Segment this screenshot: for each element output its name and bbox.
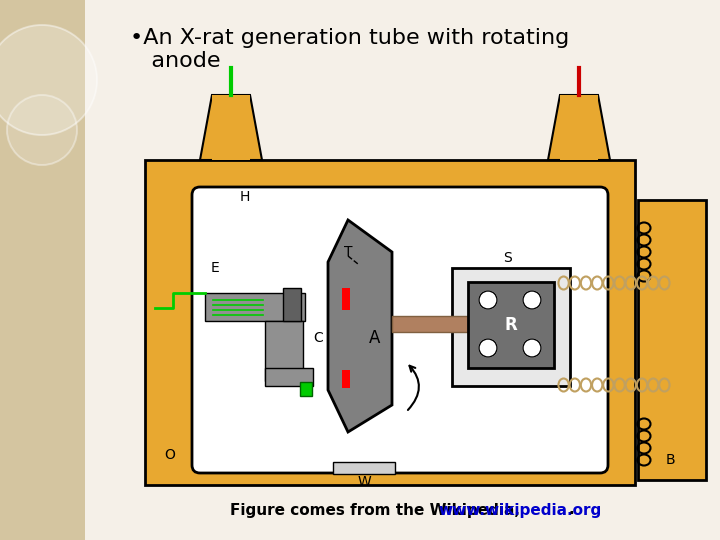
- Bar: [560, 95, 598, 160]
- Text: H: H: [240, 190, 250, 204]
- Text: W: W: [357, 475, 371, 489]
- Polygon shape: [328, 220, 392, 432]
- Circle shape: [523, 339, 541, 357]
- Text: T: T: [343, 245, 352, 259]
- Bar: [265, 321, 303, 381]
- Bar: [0, 0, 85, 540]
- Text: Figure comes from the Wikipedia,: Figure comes from the Wikipedia,: [230, 503, 526, 517]
- Bar: [300, 382, 312, 396]
- Bar: [452, 268, 570, 386]
- Text: E: E: [211, 261, 220, 275]
- Circle shape: [479, 291, 497, 309]
- Polygon shape: [548, 95, 610, 160]
- Text: R: R: [505, 316, 518, 334]
- Text: A: A: [369, 329, 381, 347]
- Bar: [145, 160, 635, 485]
- Bar: [392, 316, 507, 332]
- Text: .: .: [568, 503, 574, 517]
- Circle shape: [7, 95, 77, 165]
- Bar: [283, 288, 301, 321]
- Bar: [638, 200, 706, 480]
- Bar: [205, 293, 305, 321]
- Text: B: B: [665, 453, 675, 467]
- Text: www.wikipedia.org: www.wikipedia.org: [438, 503, 601, 517]
- Circle shape: [479, 339, 497, 357]
- FancyBboxPatch shape: [192, 187, 608, 473]
- Text: •An X-rat generation tube with rotating
   anode: •An X-rat generation tube with rotating …: [130, 28, 570, 71]
- Text: C: C: [313, 331, 323, 345]
- Bar: [333, 462, 395, 474]
- Circle shape: [523, 291, 541, 309]
- Bar: [342, 370, 350, 388]
- Bar: [265, 368, 313, 386]
- Bar: [212, 95, 250, 160]
- Circle shape: [0, 25, 97, 135]
- Text: O: O: [165, 448, 176, 462]
- Bar: [468, 282, 554, 368]
- Polygon shape: [200, 95, 262, 160]
- Text: S: S: [503, 251, 513, 265]
- Bar: [342, 288, 350, 310]
